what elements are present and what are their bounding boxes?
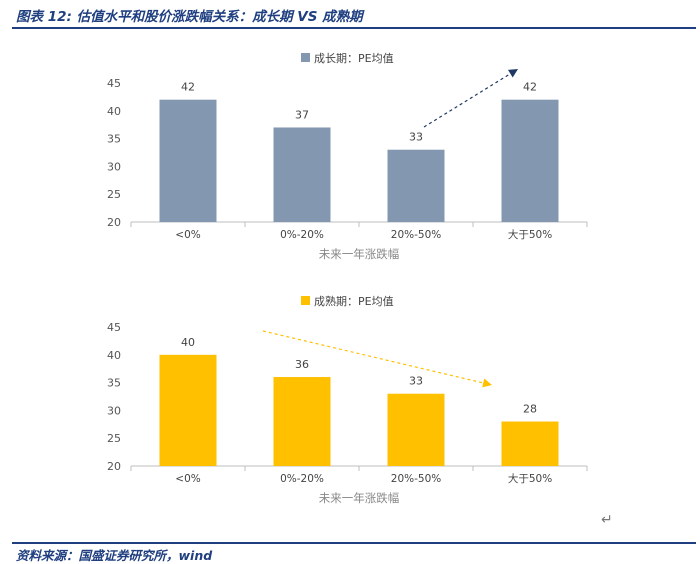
x-axis-title: 未来一年涨跌幅 bbox=[319, 247, 400, 261]
y-tick-label: 30 bbox=[107, 160, 121, 173]
y-tick-label: 40 bbox=[107, 105, 121, 118]
bar bbox=[273, 127, 331, 222]
y-tick-label: 40 bbox=[107, 349, 121, 362]
bar bbox=[501, 421, 559, 466]
figure-source: 资料来源：国盛证券研究所，wind bbox=[16, 548, 213, 563]
trend-arrow-line bbox=[423, 73, 511, 128]
category-label: 大于50% bbox=[508, 472, 552, 485]
trend-arrow-line bbox=[262, 330, 484, 384]
bar-value-label: 37 bbox=[295, 108, 309, 121]
title-divider bbox=[12, 27, 696, 29]
bar-value-label: 40 bbox=[181, 336, 195, 349]
y-tick-label: 45 bbox=[107, 77, 121, 90]
y-tick-label: 25 bbox=[107, 188, 121, 201]
bar-value-label: 42 bbox=[181, 81, 195, 94]
bar bbox=[273, 377, 331, 466]
bar-value-label: 33 bbox=[409, 131, 423, 144]
category-label: 0%-20% bbox=[280, 473, 324, 485]
growth-stage-chart: 成长期：PE均值 20 25 30 35 40 45 42 <0% 37 0%-20% 33 20%-5… bbox=[107, 52, 588, 261]
category-label: 20%-50% bbox=[391, 473, 441, 485]
x-axis-title: 未来一年涨跌幅 bbox=[319, 491, 400, 505]
category-label: 20%-50% bbox=[391, 229, 441, 241]
bar-value-label: 28 bbox=[523, 403, 537, 416]
trend-arrow-head bbox=[507, 69, 518, 78]
legend-swatch bbox=[301, 53, 310, 62]
legend-swatch bbox=[301, 296, 310, 305]
y-tick-label: 25 bbox=[107, 432, 121, 445]
bar-value-label: 33 bbox=[409, 375, 423, 388]
bar bbox=[159, 354, 217, 466]
mature-stage-chart: 成熟期：PE均值 20 25 30 35 40 45 40 <0% 36 0%-20% 33 20%-5… bbox=[107, 294, 588, 505]
y-tick-label: 30 bbox=[107, 404, 121, 417]
trend-arrow-head bbox=[482, 378, 492, 388]
footer-divider bbox=[12, 542, 696, 544]
bar-value-label: 36 bbox=[295, 358, 309, 371]
bar bbox=[501, 99, 559, 222]
bar-value-label: 42 bbox=[523, 81, 537, 94]
return-mark: ↵ bbox=[601, 512, 613, 528]
bar bbox=[387, 393, 445, 466]
figure-header: 图表 12: 估值水平和股价涨跌幅关系：成长期 VS 成熟期 bbox=[0, 0, 700, 27]
y-tick-label: 45 bbox=[107, 321, 121, 334]
category-label: <0% bbox=[175, 473, 200, 485]
y-tick-label: 35 bbox=[107, 133, 121, 146]
category-label: 大于50% bbox=[508, 228, 552, 241]
legend-label: 成长期：PE均值 bbox=[314, 52, 394, 65]
category-label: <0% bbox=[175, 229, 200, 241]
legend-label: 成熟期：PE均值 bbox=[314, 294, 394, 308]
y-tick-label: 20 bbox=[107, 216, 121, 229]
y-tick-label: 20 bbox=[107, 460, 121, 473]
category-label: 0%-20% bbox=[280, 229, 324, 241]
bar bbox=[159, 99, 217, 222]
figure-title: 图表 12: 估值水平和股价涨跌幅关系：成长期 VS 成熟期 bbox=[16, 9, 363, 25]
bar bbox=[387, 149, 445, 222]
y-tick-label: 35 bbox=[107, 377, 121, 390]
